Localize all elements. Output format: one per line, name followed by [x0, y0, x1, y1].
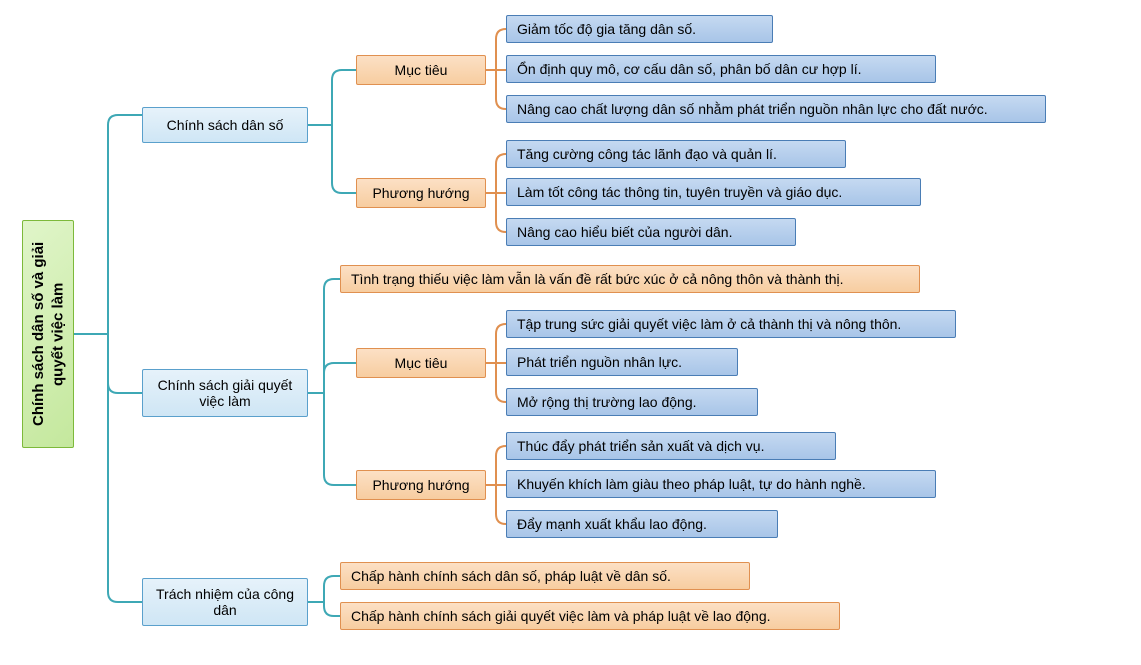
leaf-vl-ph-2: Đẩy mạnh xuất khẩu lao động. [506, 510, 778, 538]
danso-phuonghuong: Phương hướng [356, 178, 486, 208]
branch-trachnhiem: Trách nhiệm của công dân [142, 578, 308, 626]
danso-muctieu-label: Mục tiêu [395, 62, 448, 78]
root-label: Chính sách dân số và giải quyết việc làm [29, 221, 68, 447]
vieclam-phuonghuong-label: Phương hướng [372, 477, 469, 493]
leaf-vl-ph-1: Khuyến khích làm giàu theo pháp luật, tự… [506, 470, 936, 498]
leaf-danso-muctieu-2: Nâng cao chất lượng dân số nhằm phát tri… [506, 95, 1046, 123]
branch-danso-label: Chính sách dân số [167, 117, 284, 133]
branch-trachnhiem-label: Trách nhiệm của công dân [149, 586, 301, 618]
leaf-vl-mt-0: Tập trung sức giải quyết việc làm ở cả t… [506, 310, 956, 338]
danso-phuonghuong-label: Phương hướng [372, 185, 469, 201]
vieclam-muctieu-label: Mục tiêu [395, 355, 448, 371]
danso-muctieu: Mục tiêu [356, 55, 486, 85]
leaf-danso-ph-2: Nâng cao hiểu biết của người dân. [506, 218, 796, 246]
branch-vieclam: Chính sách giải quyết việc làm [142, 369, 308, 417]
root-node: Chính sách dân số và giải quyết việc làm [22, 220, 74, 448]
leaf-vl-mt-2: Mở rộng thị trường lao động. [506, 388, 758, 416]
vieclam-phuonghuong: Phương hướng [356, 470, 486, 500]
vieclam-muctieu: Mục tiêu [356, 348, 486, 378]
leaf-danso-muctieu-0: Giảm tốc độ gia tăng dân số. [506, 15, 773, 43]
branch-vieclam-label: Chính sách giải quyết việc làm [149, 377, 301, 409]
branch-danso: Chính sách dân số [142, 107, 308, 143]
leaf-danso-ph-1: Làm tốt công tác thông tin, tuyên truyền… [506, 178, 921, 206]
leaf-tn-0: Chấp hành chính sách dân số, pháp luật v… [340, 562, 750, 590]
leaf-vl-ph-0: Thúc đẩy phát triển sản xuất và dịch vụ. [506, 432, 836, 460]
leaf-tn-1: Chấp hành chính sách giải quyết việc làm… [340, 602, 840, 630]
leaf-vl-mt-1: Phát triển nguồn nhân lực. [506, 348, 738, 376]
leaf-danso-muctieu-1: Ổn định quy mô, cơ cấu dân số, phân bố d… [506, 55, 936, 83]
leaf-vieclam-intro: Tình trạng thiếu việc làm vẫn là vấn đề … [340, 265, 920, 293]
leaf-danso-ph-0: Tăng cường công tác lãnh đạo và quản lí. [506, 140, 846, 168]
